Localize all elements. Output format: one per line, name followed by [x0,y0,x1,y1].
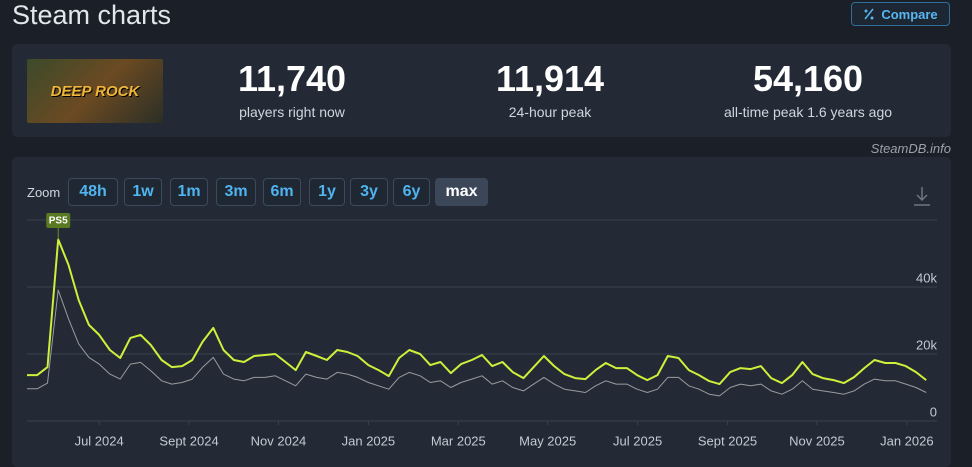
x-tick-label: Nov 2025 [789,433,845,448]
stat-value: 11,914 [495,58,605,99]
y-tick-label: 40k [916,270,937,285]
chart-panel [12,157,951,467]
stat-value: 11,740 [237,58,347,99]
x-tick-label: Nov 2024 [251,433,307,448]
zoom-button[interactable]: 3m [216,178,256,206]
x-tick-label: Mar 2025 [431,433,486,448]
y-tick-label: 0 [930,404,937,419]
zoom-button[interactable]: 3y [350,178,388,206]
zoom-button[interactable]: 6y [393,178,430,206]
x-tick-label: May 2025 [519,433,576,448]
annotation-text: PS5 [49,216,68,227]
annotation-flag [46,213,71,228]
source-credit: SteamDB.info [870,141,951,156]
page-title: Steam charts [12,0,172,30]
x-tick-label: Jan 2026 [880,433,934,448]
x-tick-label: Sept 2024 [159,433,218,448]
x-tick-label: Jul 2024 [75,433,124,448]
download-icon[interactable] [914,187,930,206]
stats-panel: DEEP ROCK 11,740 players right now 11,914… [12,44,951,137]
x-tick-label: Sept 2025 [698,433,757,448]
zoom-button[interactable]: 6m [263,178,301,206]
zoom-button[interactable]: 1y [309,178,345,206]
x-tick-label: Jan 2025 [342,433,396,448]
stat: 11,740 players right now [172,58,412,120]
zoom-button[interactable]: max [435,178,488,206]
zoom-button[interactable]: 1m [170,178,208,206]
stat: 54,160 all-time peak 1.6 years ago [688,58,928,120]
x-tick-label: Jul 2025 [613,433,662,448]
y-tick-label: 20k [916,337,937,352]
compare-icon [864,8,874,20]
chart: 0 20k 40k Jul 2024 Sept 2024 Nov 2024 Jan 2025… [27,187,937,448]
compare-button[interactable]: Compare [851,2,950,26]
series-line [27,238,927,386]
stat-label: all-time peak 1.6 years ago [723,104,893,120]
zoom-label: Zoom [27,185,61,200]
stat-label: 24-hour peak [508,104,592,120]
series-line [27,289,927,397]
stat-value: 54,160 [752,58,864,99]
stat-label: players right now [239,104,345,120]
zoom-button[interactable]: 1w [124,178,162,206]
page: Steam charts Compare DEEP ROCK 11,740 pla… [12,0,951,467]
stat: 11,914 24-hour peak [430,58,670,120]
game-image: DEEP ROCK [27,59,163,123]
compare-label[interactable]: Compare [881,6,938,22]
zoom-button[interactable]: 48h [68,178,118,206]
